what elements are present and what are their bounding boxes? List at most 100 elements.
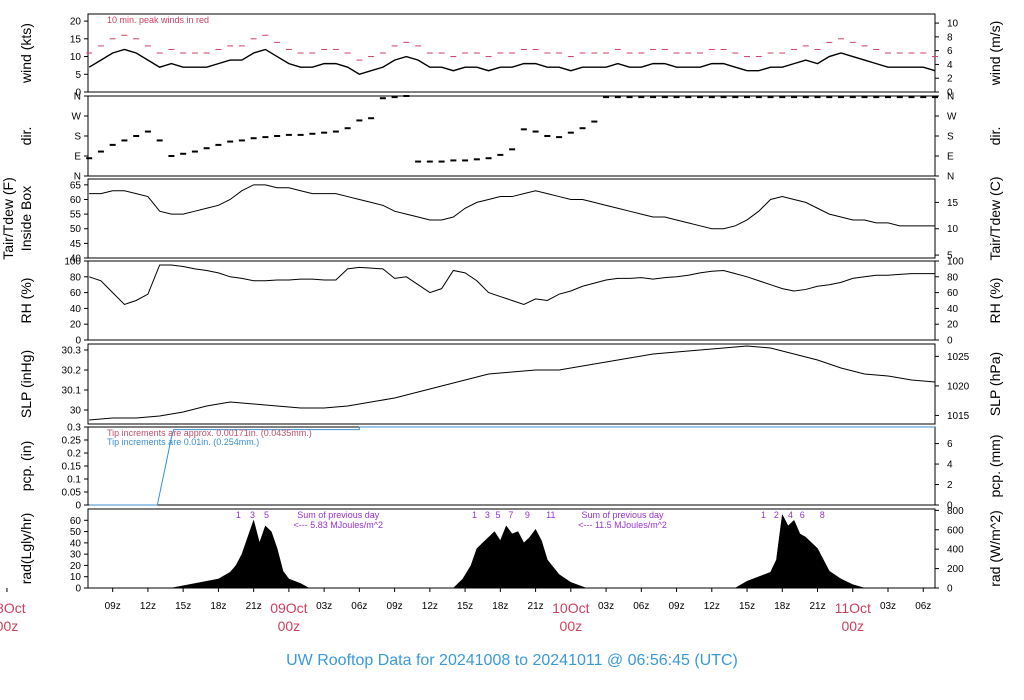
radiation-sum-note: <--- 11.5 MJoules/m^2 [578, 520, 667, 530]
right-tick-label: 800 [947, 506, 964, 517]
series-line-wind [88, 48, 936, 76]
x-tick-label: 15z [739, 601, 755, 612]
left-tick-label: 30 [70, 550, 82, 561]
y-axis-label-right: wind (m/s) [987, 21, 1003, 87]
panel-rh: 0 20 40 60 80 100 0 20 40 60 80 100 RH (%) RH (%) [18, 257, 1003, 347]
series-line-pcp [89, 426, 935, 506]
left-tick-label: 55 [70, 210, 82, 221]
radiation-hour-mark: 3 [485, 510, 490, 520]
time-axis: 09z 12z 15z 18z 21z 03z 06z 09z 12z 15z 18z 21z 03z 0… [0, 588, 931, 634]
left-tick-label: 40 [70, 304, 82, 315]
left-tick-label: 60 [70, 195, 82, 206]
left-tick-label: 50 [70, 224, 82, 235]
radiation-hour-mark: 6 [800, 510, 805, 520]
panel-frame [87, 95, 936, 177]
y-axis-label-left: dir. [18, 127, 34, 146]
day-label-hour: 00z [841, 618, 864, 634]
y-axis-label-right: dir. [987, 127, 1003, 146]
radiation-hour-mark: 1 [761, 510, 766, 520]
radiation-hour-mark: 11 [546, 510, 555, 520]
y-axis-label-left: RH (%) [18, 278, 34, 324]
left-tick-label: 40 [70, 254, 82, 265]
day-label-hour: 00z [278, 618, 301, 634]
panel-temp: 40 45 50 55 60 65 5 10 15 Tair/Tdew (F) Inside Box… [0, 176, 1003, 264]
right-tick-label: 400 [947, 545, 964, 556]
right-tick-label: 80 [947, 272, 959, 283]
right-tick-label: 60 [947, 288, 959, 299]
left-tick-label: 30.3 [62, 346, 82, 357]
y-axis-label-right: Tair/Tdew (C) [987, 176, 1003, 260]
x-tick-label: 21z [809, 601, 825, 612]
left-tick-label: 0 [75, 336, 81, 347]
left-tick-label: 30 [70, 406, 82, 417]
x-tick-label: 09z [668, 601, 684, 612]
x-tick-label: 21z [528, 601, 544, 612]
right-tick-label: N [947, 92, 954, 103]
radiation-hour-mark: 5 [495, 510, 500, 520]
day-label: 09Oct [270, 600, 307, 616]
day-label: 08Oct [0, 600, 26, 616]
x-tick-label: 12z [422, 601, 438, 612]
radiation-sum-note: Sum of previous day [581, 510, 664, 520]
x-tick-label: 21z [246, 601, 262, 612]
left-tick-label: 100 [64, 257, 81, 268]
right-tick-label: 0 [947, 501, 953, 512]
radiation-sum-note: Sum of previous day [297, 510, 380, 520]
right-tick-label: 20 [947, 320, 959, 331]
left-tick-label: 20 [70, 17, 82, 28]
right-tick-label: 600 [947, 525, 964, 536]
y-axis-label-left: SLP (inHg) [18, 350, 34, 418]
left-tick-label: 0 [75, 88, 81, 99]
day-label-hour: 00z [560, 618, 583, 634]
x-tick-label: 15z [457, 601, 473, 612]
x-tick-label: 03z [598, 601, 614, 612]
left-tick-label: 0.3 [67, 423, 81, 434]
right-tick-label: 1015 [947, 411, 970, 422]
right-tick-label: 0 [947, 584, 953, 595]
left-tick-label: E [74, 152, 81, 163]
y-axis-label-left: wind (kts) [18, 23, 34, 84]
right-tick-label: 0 [947, 336, 953, 347]
right-tick-label: W [947, 112, 957, 123]
x-tick-label: 18z [774, 601, 790, 612]
right-tick-label: E [947, 152, 954, 163]
left-tick-label: 45 [70, 239, 82, 250]
x-tick-label: 06z [351, 601, 367, 612]
panel-frame [87, 178, 936, 259]
right-tick-label: 1020 [947, 381, 970, 392]
left-tick-label: 15 [70, 34, 82, 45]
right-tick-label: 4 [947, 460, 953, 471]
x-tick-label: 06z [633, 601, 649, 612]
right-tick-label: S [947, 132, 954, 143]
radiation-sum-note: <--- 5.83 MJoules/m^2 [293, 520, 383, 530]
left-tick-label: 20 [70, 320, 82, 331]
chart-footer-title: UW Rooftop Data for 20241008 to 20241011… [286, 652, 738, 669]
left-tick-label: W [72, 112, 82, 123]
right-tick-label: 2 [947, 74, 953, 85]
radiation-hour-mark: 3 [250, 510, 255, 520]
left-tick-label: 60 [70, 516, 82, 527]
series-line-rh [89, 264, 935, 306]
left-tick-label: 0.05 [62, 488, 82, 499]
radiation-hour-mark: 7 [508, 510, 513, 520]
y-axis-label-right: rad (W/m^2) [987, 510, 1003, 587]
left-tick-label: 20 [70, 561, 82, 572]
x-tick-label: 06z [915, 601, 931, 612]
right-tick-label: 1025 [947, 352, 970, 363]
radiation-hour-mark: 4 [788, 510, 793, 520]
left-tick-label: N [74, 92, 81, 103]
x-tick-label: 09z [105, 601, 121, 612]
day-label: 10Oct [552, 600, 589, 616]
x-tick-label: 12z [704, 601, 720, 612]
rain-note-old: Tip increments are approx. 0.00171in. (0… [107, 428, 312, 438]
right-tick-label: 2 [947, 480, 953, 491]
left-tick-label: 0.2 [67, 449, 81, 460]
y-axis-label-left: Tair/Tdew (F) [0, 177, 16, 259]
y-axis-label-right: SLP (hPa) [987, 352, 1003, 416]
radiation-area [171, 513, 865, 589]
left-tick-label: 40 [70, 538, 82, 549]
